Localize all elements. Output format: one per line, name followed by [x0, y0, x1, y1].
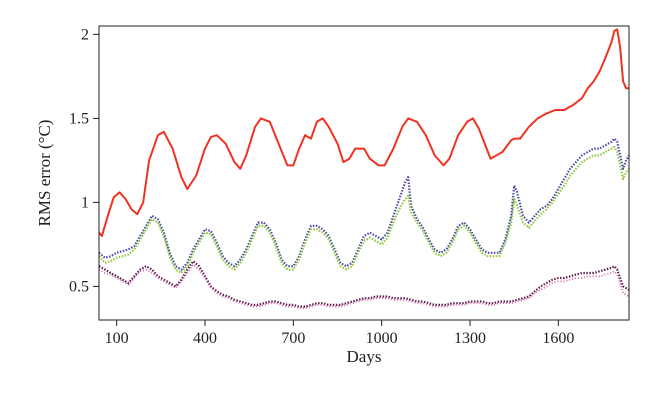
x-axis-title: Days [347, 347, 382, 366]
y-tick-label: 2 [81, 26, 89, 43]
x-tick-label: 1300 [454, 330, 486, 347]
series-line-2 [98, 137, 630, 271]
series-line-1 [98, 28, 629, 237]
x-axis-ticks: 100 400 700 1000 1300 1600 [105, 320, 574, 347]
plot-frame [98, 25, 630, 321]
y-tick-label: 1.5 [69, 110, 89, 127]
y-tick-label: 0.5 [69, 278, 89, 295]
series-line-3 [98, 145, 630, 275]
x-tick-label: 700 [281, 330, 305, 347]
x-tick-label: 1000 [366, 330, 398, 347]
plot-series-group [98, 28, 630, 310]
y-tick-label: 1 [81, 194, 89, 211]
x-tick-label: 400 [193, 330, 217, 347]
y-axis-ticks: 0.5 1 1.5 2 [69, 26, 99, 295]
x-tick-label: 1600 [542, 330, 574, 347]
x-tick-label: 100 [105, 330, 129, 347]
y-axis-title: RMS error (°C) [35, 120, 54, 227]
series-line-5 [98, 263, 630, 310]
